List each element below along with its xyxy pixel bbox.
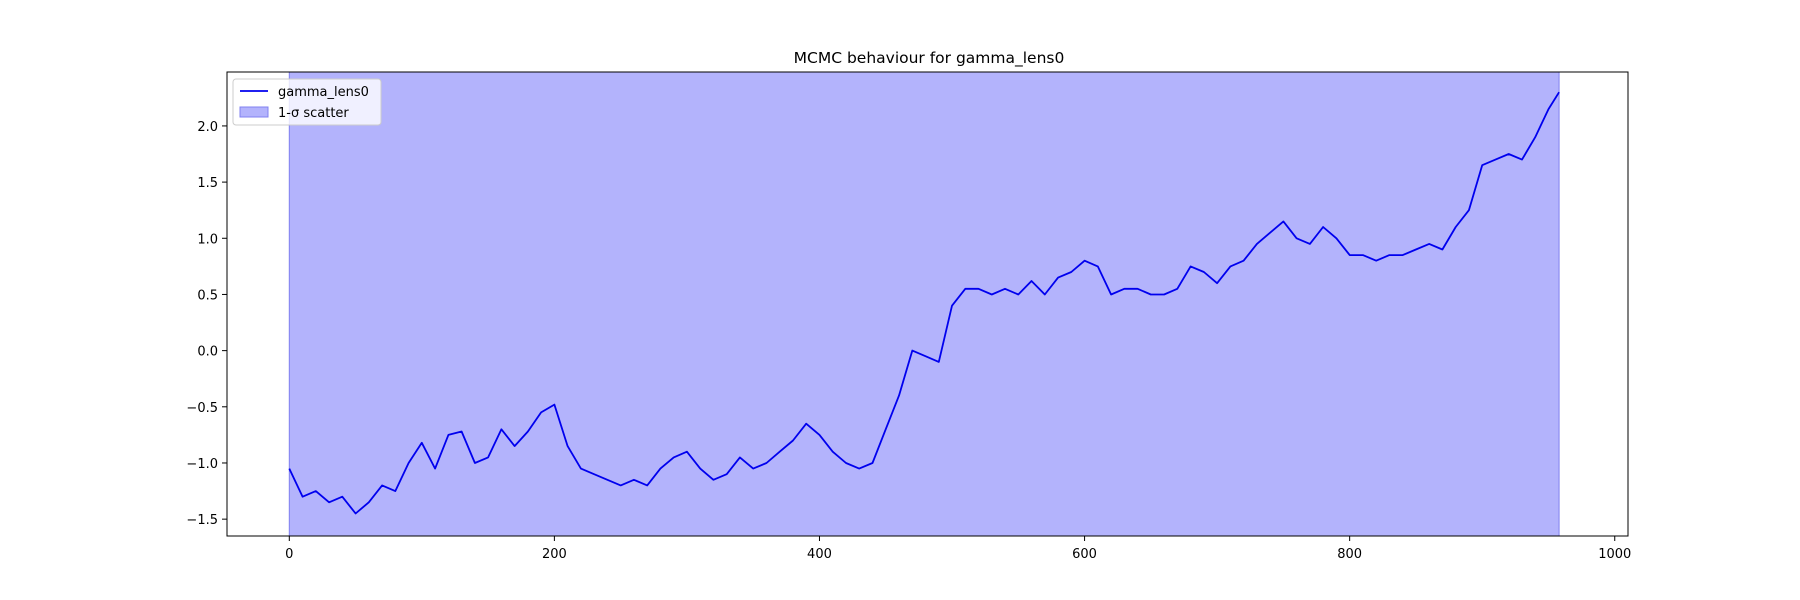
chart-title: MCMC behaviour for gamma_lens0 xyxy=(794,49,1065,68)
x-tick-label: 400 xyxy=(807,547,832,562)
x-tick-label: 1000 xyxy=(1598,547,1631,562)
y-tick-label: −1.0 xyxy=(186,457,218,472)
x-tick-label: 0 xyxy=(285,547,293,562)
legend-patch-swatch xyxy=(239,106,269,118)
y-tick-label: 0.5 xyxy=(197,288,218,303)
legend-label-gamma-lens0: gamma_lens0 xyxy=(278,85,369,100)
scatter-band-layer xyxy=(288,71,1560,537)
y-axis: −1.5 −1.0 −0.5 0.0 0.5 1.0 1.5 2.0 xyxy=(186,120,227,528)
legend: gamma_lens0 1-σ scatter xyxy=(232,78,382,126)
series-layer xyxy=(288,91,1560,515)
series-line-gamma-lens0 xyxy=(288,91,1560,515)
y-tick-label: 0.0 xyxy=(197,345,218,360)
y-tick-label: −1.5 xyxy=(186,513,218,528)
legend-label-scatter: 1-σ scatter xyxy=(278,106,349,121)
x-tick-label: 200 xyxy=(542,547,567,562)
x-tick-label: 800 xyxy=(1337,547,1362,562)
scatter-band xyxy=(288,71,1560,537)
y-tick-label: 2.0 xyxy=(197,120,218,135)
y-tick-label: 1.0 xyxy=(197,232,218,247)
y-tick-label: −0.5 xyxy=(186,401,218,416)
x-axis: 0 200 400 600 800 1000 xyxy=(285,536,1631,562)
y-tick-label: 1.5 xyxy=(197,176,218,191)
legend-box xyxy=(232,78,382,126)
x-tick-label: 600 xyxy=(1072,547,1097,562)
axes-frame xyxy=(226,71,1629,537)
